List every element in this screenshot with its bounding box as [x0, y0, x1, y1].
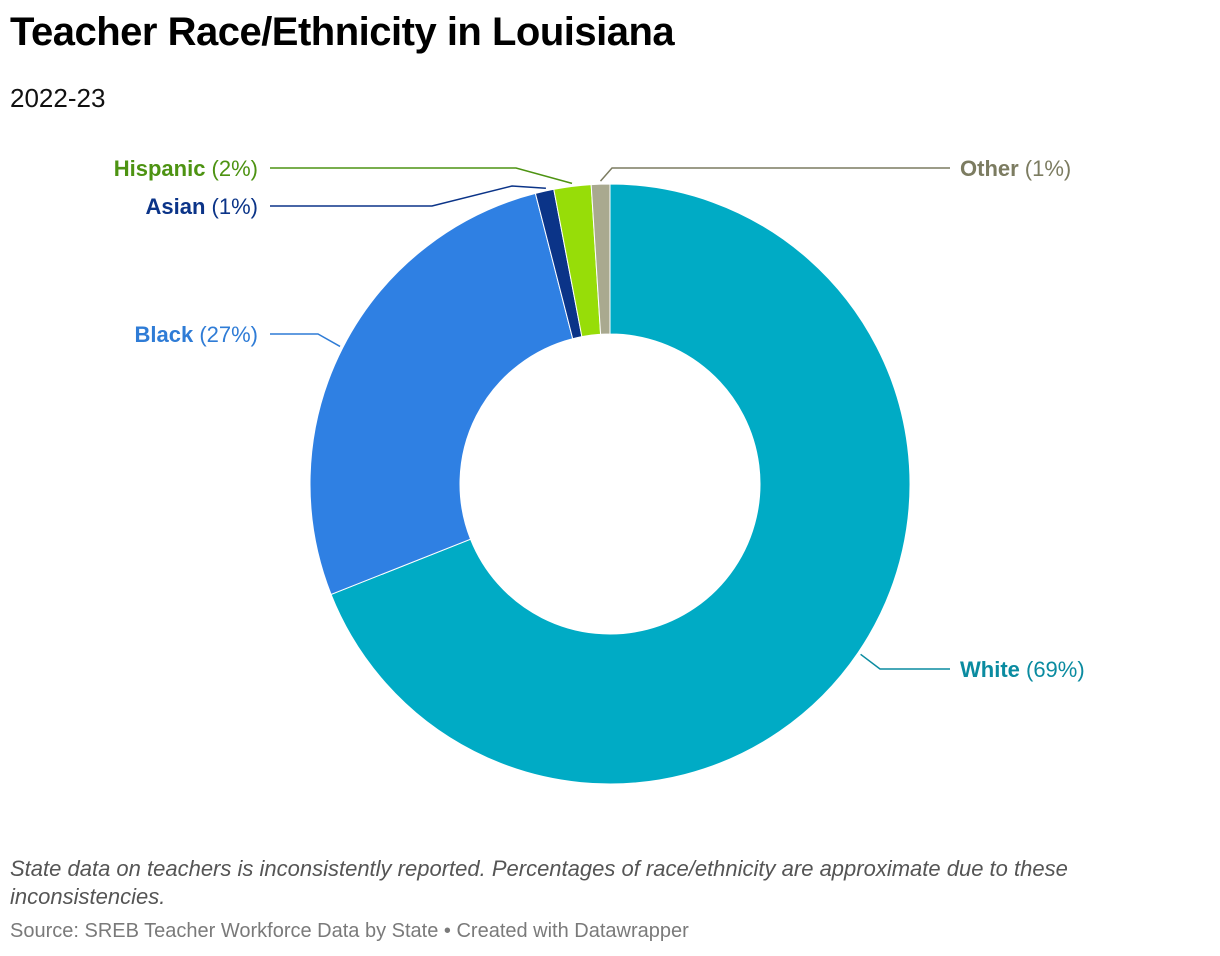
leader-line-black: [270, 333, 341, 348]
leader-line-hispanic: [270, 167, 573, 185]
label-name-asian: Asian: [146, 194, 212, 219]
label-value-asian: (1%): [212, 194, 258, 219]
label-name-white: White: [960, 657, 1026, 682]
leader-line-white: [860, 653, 950, 670]
chart-subtitle: 2022-23: [10, 83, 106, 113]
slice-labels: White (69%)Black (27%)Asian (1%)Hispanic…: [114, 156, 1085, 682]
label-value-other: (1%): [1025, 156, 1071, 181]
label-name-other: Other: [960, 156, 1025, 181]
label-other: Other (1%): [960, 156, 1071, 181]
label-value-hispanic: (2%): [212, 156, 258, 181]
chart-title: Teacher Race/Ethnicity in Louisiana: [10, 10, 675, 54]
label-white: White (69%): [960, 657, 1085, 682]
leader-lines: [270, 167, 950, 670]
label-value-white: (69%): [1026, 657, 1085, 682]
chart-source: Source: SREB Teacher Workforce Data by S…: [10, 920, 689, 942]
label-name-hispanic: Hispanic: [114, 156, 212, 181]
leader-line-other: [599, 167, 950, 182]
label-hispanic: Hispanic (2%): [114, 156, 258, 181]
chart-note: State data on teachers is inconsistently…: [10, 856, 1068, 909]
donut-slices: [309, 183, 911, 785]
label-asian: Asian (1%): [146, 194, 258, 219]
slice-black: [309, 192, 574, 596]
slice-white: [330, 183, 911, 785]
label-name-black: Black: [134, 322, 199, 347]
donut-chart: White (69%)Black (27%)Asian (1%)Hispanic…: [114, 156, 1085, 785]
slice-other: [590, 183, 611, 335]
label-value-black: (27%): [199, 322, 258, 347]
label-black: Black (27%): [134, 322, 258, 347]
leader-line-asian: [270, 185, 546, 207]
